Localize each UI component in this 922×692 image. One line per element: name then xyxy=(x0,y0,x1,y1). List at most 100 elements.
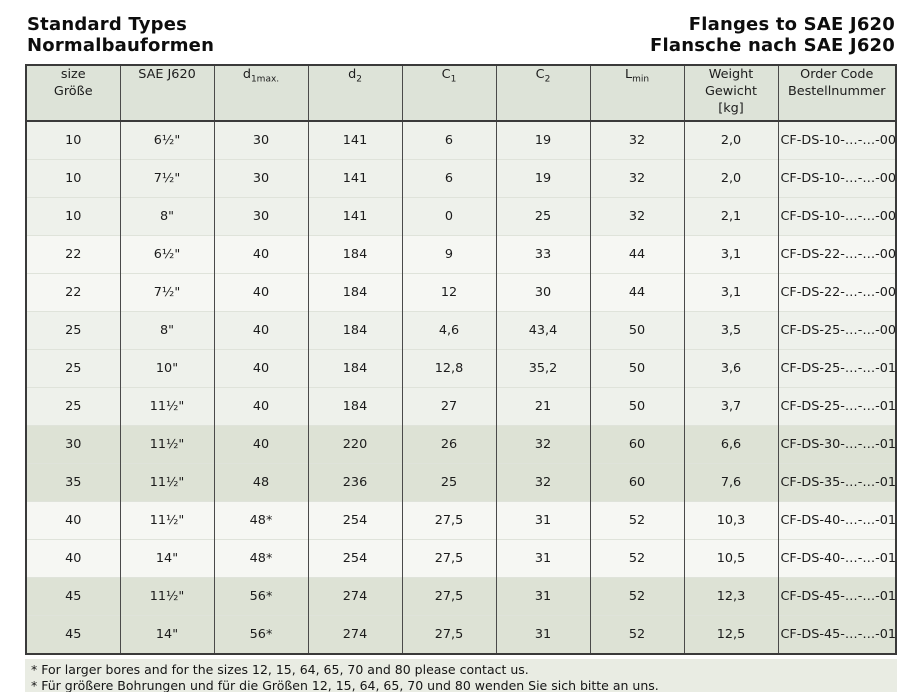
col-header-subscript: 1max. xyxy=(250,74,280,85)
cell-d1max: 48 xyxy=(213,463,308,502)
cell-c2: 35,2 xyxy=(495,349,590,388)
cell-size: 22 xyxy=(26,273,120,312)
cell-lmin: 52 xyxy=(589,501,684,540)
cell-size: 40 xyxy=(26,501,120,540)
cell-d1max: 56* xyxy=(213,615,308,654)
cell-lmin: 50 xyxy=(589,387,684,426)
cell-size: 10 xyxy=(26,159,120,198)
cell-d2: 274 xyxy=(307,577,402,616)
cell-d2: 141 xyxy=(307,197,402,236)
col-header-line: [kg] xyxy=(718,101,744,116)
col-header-line: Gewicht xyxy=(705,84,757,99)
cell-d2: 220 xyxy=(307,425,402,464)
cell-c2: 25 xyxy=(495,197,590,236)
cell-c2: 33 xyxy=(495,235,590,274)
page-subtitle-de: Flansche nach SAE J620 xyxy=(650,35,895,56)
cell-c2: 19 xyxy=(495,121,590,160)
table-row: 25 10" 40 184 12,8 35,2 50 3,6 CF-DS-25-…-…-010 xyxy=(26,349,896,388)
col-header-d1max: d1max. xyxy=(213,65,308,122)
cell-sae: 11½" xyxy=(119,501,214,540)
cell-c1: 25 xyxy=(401,463,496,502)
table-row: 22 6½" 40 184 9 33 44 3,1 CF-DS-22-…-…-006 xyxy=(26,235,896,274)
cell-sae: 6½" xyxy=(119,235,214,274)
table-row: 22 7½" 40 184 12 30 44 3,1 CF-DS-22-…-…-007 xyxy=(26,273,896,312)
col-header-base: d xyxy=(242,67,251,82)
table-row: 10 8" 30 141 0 25 32 2,1 CF-DS-10-…-…-008 xyxy=(26,197,896,236)
title-left: Standard Types Normalbauformen xyxy=(27,14,214,56)
cell-c1: 27,5 xyxy=(401,577,496,616)
cell-d1max: 40 xyxy=(213,425,308,464)
cell-c1: 26 xyxy=(401,425,496,464)
cell-d1max: 30 xyxy=(213,159,308,198)
table-row: 25 11½" 40 184 27 21 50 3,7 CF-DS-25-…-…-011 xyxy=(26,387,896,426)
cell-order: CF-DS-30-…-…-011 xyxy=(777,425,896,464)
cell-c2: 31 xyxy=(495,539,590,578)
cell-d1max: 40 xyxy=(213,311,308,350)
cell-weight: 12,3 xyxy=(683,577,778,616)
cell-size: 10 xyxy=(26,197,120,236)
cell-weight: 3,1 xyxy=(683,273,778,312)
cell-order: CF-DS-10-…-…-008 xyxy=(777,197,896,236)
cell-weight: 2,0 xyxy=(683,159,778,198)
cell-c1: 0 xyxy=(401,197,496,236)
table-row: 40 14" 48* 254 27,5 31 52 10,5 CF-DS-40-…-…-014 xyxy=(26,539,896,578)
cell-size: 10 xyxy=(26,121,120,160)
cell-sae: 11½" xyxy=(119,577,214,616)
cell-size: 25 xyxy=(26,349,120,388)
cell-sae: 14" xyxy=(119,615,214,654)
cell-c1: 4,6 xyxy=(401,311,496,350)
page-title-en: Standard Types xyxy=(27,14,188,35)
page-header: Standard Types Normalbauformen Flanges t… xyxy=(27,14,895,56)
table-row: 10 6½" 30 141 6 19 32 2,0 CF-DS-10-…-…-006 xyxy=(26,121,896,160)
cell-d2: 184 xyxy=(307,235,402,274)
cell-c1: 12,8 xyxy=(401,349,496,388)
col-header-line: Bestellnummer xyxy=(787,84,886,99)
cell-size: 25 xyxy=(26,387,120,426)
cell-d2: 236 xyxy=(307,463,402,502)
cell-c1: 27,5 xyxy=(401,501,496,540)
cell-c2: 32 xyxy=(495,425,590,464)
cell-order: CF-DS-25-…-…-011 xyxy=(777,387,896,426)
col-header-base: C xyxy=(441,67,451,82)
cell-order: CF-DS-35-…-…-011 xyxy=(777,463,896,502)
table-body: 10 6½" 30 141 6 19 32 2,0 CF-DS-10-…-…-006 10 7½" 3… xyxy=(26,121,896,654)
cell-lmin: 60 xyxy=(589,425,684,464)
col-header-base: C xyxy=(535,67,545,82)
col-header-order: Order Code Bestellnummer xyxy=(777,65,896,122)
cell-d1max: 40 xyxy=(213,349,308,388)
col-header-subscript: 2 xyxy=(544,74,551,85)
cell-c2: 31 xyxy=(495,615,590,654)
cell-weight: 2,1 xyxy=(683,197,778,236)
col-header-subscript: 1 xyxy=(450,74,457,85)
col-header-lmin: Lmin xyxy=(589,65,684,122)
cell-order: CF-DS-45-…-…-014 xyxy=(777,615,896,654)
cell-order: CF-DS-22-…-…-007 xyxy=(777,273,896,312)
col-header-line: size xyxy=(60,67,86,82)
cell-d1max: 40 xyxy=(213,387,308,426)
cell-d2: 184 xyxy=(307,387,402,426)
col-header-subscript: 2 xyxy=(356,74,362,85)
footnotes: * For larger bores and for the sizes 12,… xyxy=(25,659,897,692)
table-row: 45 14" 56* 274 27,5 31 52 12,5 CF-DS-45-…-…-014 xyxy=(26,615,896,654)
cell-c2: 19 xyxy=(495,159,590,198)
cell-lmin: 32 xyxy=(589,197,684,236)
cell-sae: 7½" xyxy=(119,159,214,198)
cell-order: CF-DS-40-…-…-011 xyxy=(777,501,896,540)
col-header-base: d xyxy=(348,67,357,82)
cell-d1max: 30 xyxy=(213,197,308,236)
table-header: size Größe SAE J620 d1max. d2 C1 C2 Lmin Weight G… xyxy=(26,65,896,122)
cell-d1max: 56* xyxy=(213,577,308,616)
footnote-de: * Für größere Bohrungen und für die Größ… xyxy=(31,678,659,692)
table-row: 30 11½" 40 220 26 32 60 6,6 CF-DS-30-…-…-011 xyxy=(26,425,896,464)
cell-sae: 14" xyxy=(119,539,214,578)
cell-sae: 11½" xyxy=(119,463,214,502)
col-header-d2: d2 xyxy=(307,65,402,122)
cell-d1max: 48* xyxy=(213,539,308,578)
cell-d2: 184 xyxy=(307,273,402,312)
cell-c2: 43,4 xyxy=(495,311,590,350)
cell-size: 45 xyxy=(26,577,120,616)
col-header-sae: SAE J620 xyxy=(119,65,214,122)
cell-d2: 254 xyxy=(307,501,402,540)
col-header-size: size Größe xyxy=(26,65,120,122)
